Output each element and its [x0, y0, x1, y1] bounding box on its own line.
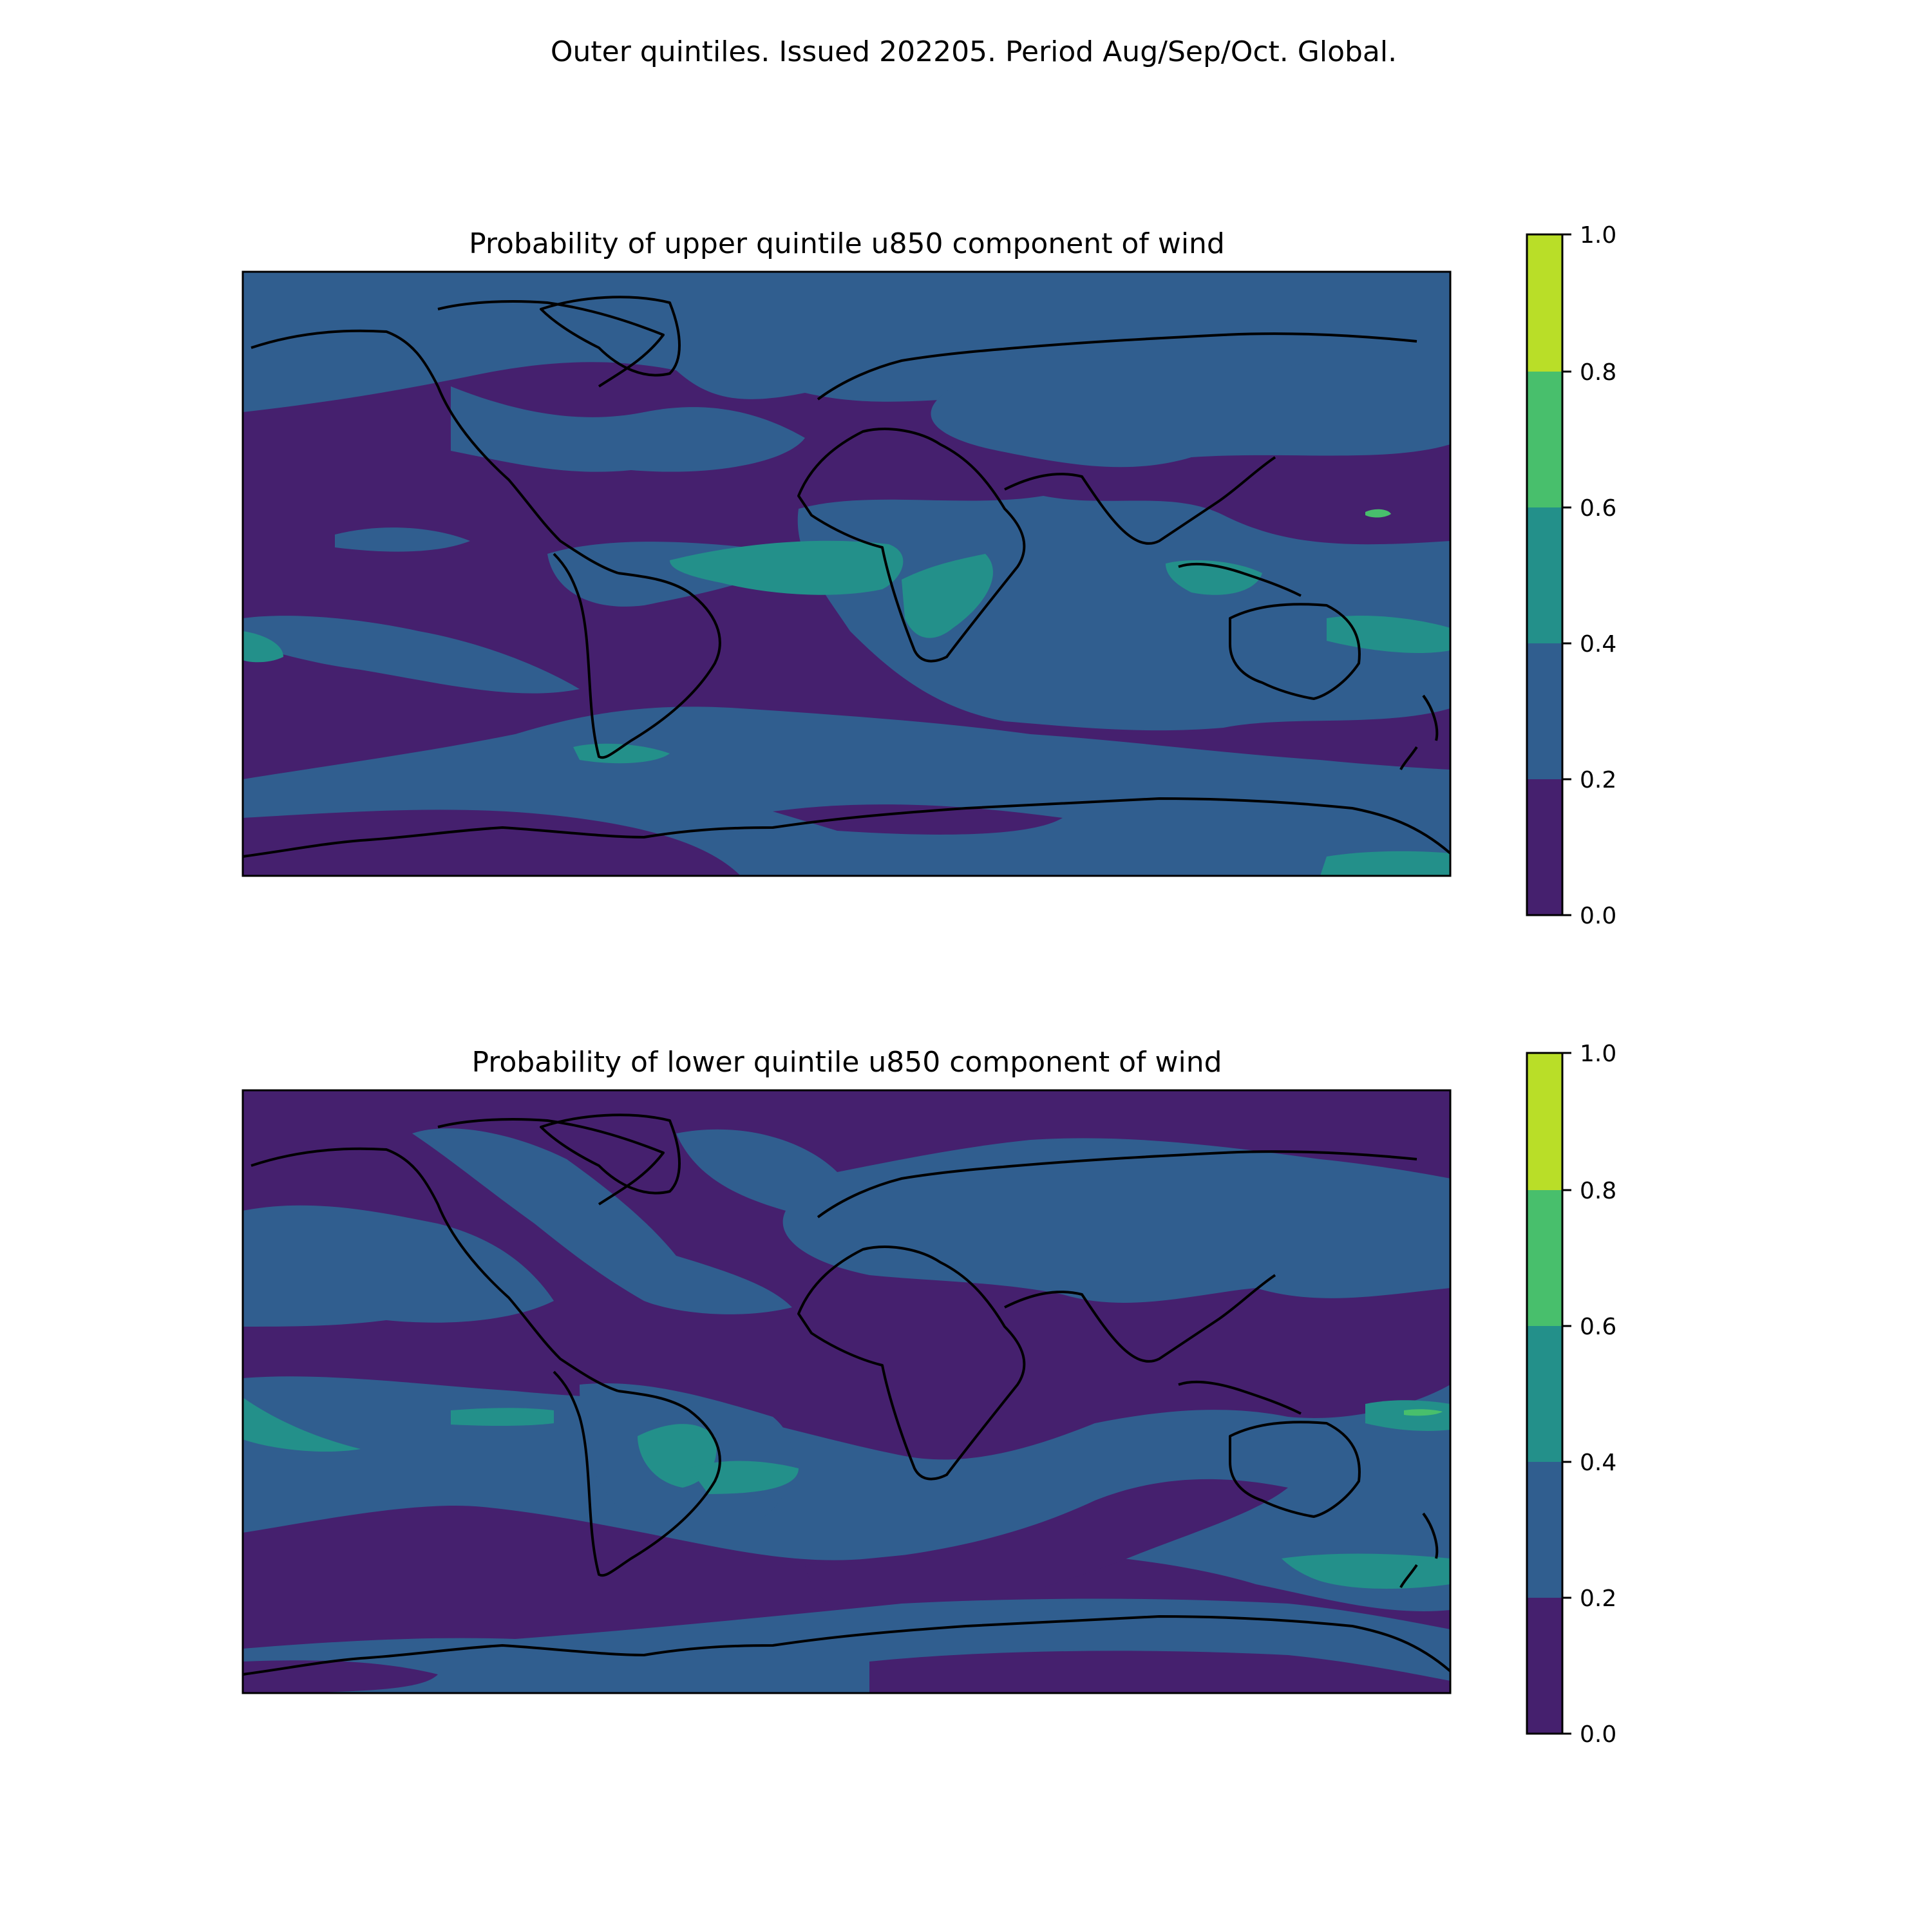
coastlines-upper	[243, 296, 1450, 858]
colorbar-tick-label: 0.8	[1580, 359, 1616, 386]
contour-0.2-africa-indian	[797, 496, 1450, 731]
colorbar-segment-0.0-0.2	[1527, 779, 1562, 915]
figure-suptitle: Outer quintiles. Issued 202205. Period A…	[551, 35, 1397, 68]
colorbar-segment-0.4-0.6	[1527, 507, 1562, 643]
contour-0.2-north-pacific	[243, 1205, 554, 1327]
colorbar-segment-0.8-1.0	[1527, 234, 1562, 372]
colorbar-tick-label: 0.2	[1580, 767, 1616, 793]
contour-0.6-pacific-spot	[1365, 509, 1391, 518]
colorbar-tick-label: 0.6	[1580, 495, 1616, 522]
colorbar-tick-label: 1.0	[1580, 222, 1616, 249]
contour-0.2-eurasia	[676, 1129, 1450, 1303]
colorbar-tick-label: 0.8	[1580, 1178, 1616, 1204]
colorbar-tick-label: 0.2	[1580, 1586, 1616, 1612]
contour-0.4-west-edge	[243, 1397, 361, 1452]
contour-0.4-maritime-continent	[1166, 560, 1262, 595]
colorbar-frame-upper	[1526, 233, 1564, 916]
contour-0.2-north-atlantic-arc	[412, 1128, 792, 1314]
map-frame-upper	[242, 270, 1452, 877]
colorbar-ticks-upper	[1562, 233, 1571, 916]
map-panel-upper: Probability of upper quintile u850 compo…	[242, 227, 1452, 877]
contour-0.2-north-atlantic	[451, 386, 805, 472]
contour-0.4-west-africa-atlantic	[670, 540, 904, 595]
colorbar-tick-label: 0.4	[1580, 1450, 1616, 1476]
class-0-0.2-south-indian	[805, 1479, 1288, 1623]
colorbar-segment-0.2-0.4	[1527, 1462, 1562, 1598]
colorbar-tick-label: 1.0	[1580, 1041, 1616, 1067]
colorbar-tick-label: 0.0	[1580, 1721, 1616, 1748]
contour-0.4-south-atlantic	[689, 1461, 799, 1494]
contour-0.4-south-pacific-east	[1282, 1553, 1450, 1589]
class-0-0.2-antarctic-west	[243, 1660, 438, 1693]
map-title-lower: Probability of lower quintile u850 compo…	[471, 1046, 1222, 1079]
colorbar-ticks-lower	[1562, 1052, 1571, 1735]
colorbar-tick-label: 0.0	[1580, 903, 1616, 929]
class-0-0.2-antarctic-east	[869, 1651, 1450, 1693]
colorbar-segment-0.0-0.2	[1527, 1598, 1562, 1734]
colorbar-segment-0.2-0.4	[1527, 643, 1562, 779]
colorbar-tick-label: 0.6	[1580, 1314, 1616, 1340]
contour-0.2-south-pacific	[243, 616, 580, 694]
map-frame-lower	[242, 1089, 1452, 1694]
colorbar-segment-0.4-0.6	[1527, 1326, 1562, 1462]
colorbar-segment-0.6-0.8	[1527, 1190, 1562, 1326]
contour-0.6-west-pacific	[1404, 1409, 1443, 1416]
map-area-lower	[243, 1090, 1450, 1693]
colorbar-segment-0.8-1.0	[1527, 1053, 1562, 1190]
map-title-upper: Probability of upper quintile u850 compo…	[469, 227, 1225, 260]
coastlines-lower	[243, 1113, 1450, 1676]
contour-0.4-southern-africa	[902, 554, 993, 638]
map-panel-lower: Probability of lower quintile u850 compo…	[242, 1046, 1452, 1694]
contour-0.4-west-edge	[243, 631, 283, 663]
colorbar-upper: 0.0 0.2 0.4 0.6 0.8 1.0	[1526, 222, 1616, 929]
map-area-upper	[243, 272, 1450, 876]
colorbar-segment-0.6-0.8	[1527, 372, 1562, 507]
contour-0.2-tropical-band	[243, 1376, 1450, 1611]
contour-0.2-eurasia	[931, 361, 1450, 468]
contour-0.4-antarctic-east	[1320, 851, 1450, 876]
colorbar-frame-lower	[1526, 1052, 1564, 1735]
contour-0.4-central-pacific	[451, 1408, 554, 1426]
class-0-0.2-south-ocean-gap	[243, 810, 741, 876]
contour-0.4-west-pacific	[1365, 1400, 1450, 1431]
colorbar-lower: 0.0 0.2 0.4 0.6 0.8 1.0	[1526, 1041, 1616, 1748]
contour-0.2-east-pacific	[335, 527, 470, 552]
class-0-0.2-south-ocean-gap-east	[773, 804, 1063, 835]
colorbar-tick-label: 0.4	[1580, 631, 1616, 658]
